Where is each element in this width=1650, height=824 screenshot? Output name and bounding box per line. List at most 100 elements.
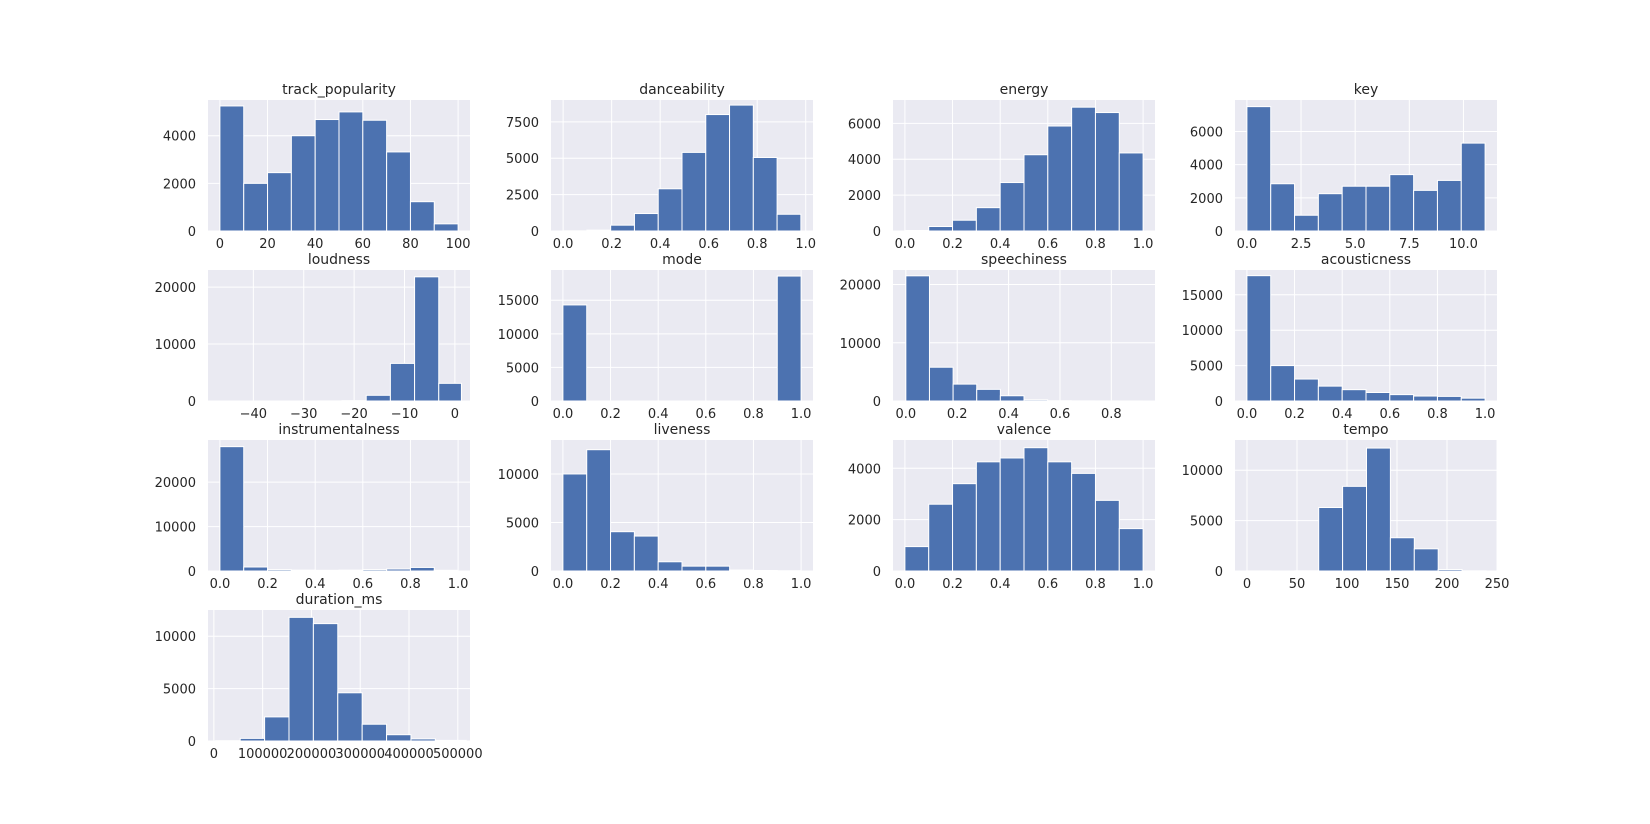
histogram-bar bbox=[657, 188, 683, 232]
histogram-bar bbox=[409, 566, 435, 572]
histogram-bar bbox=[288, 616, 314, 742]
histogram-bar bbox=[1118, 528, 1144, 572]
histogram-bar bbox=[975, 461, 1001, 572]
x-tick-label: 250 bbox=[1485, 577, 1510, 592]
y-tick-label: 0 bbox=[188, 735, 196, 750]
histogram-bar bbox=[1023, 447, 1049, 572]
x-tick-label: 0.4 bbox=[1332, 407, 1353, 422]
histogram-bar bbox=[338, 569, 364, 572]
x-tick-label: 0.0 bbox=[210, 577, 231, 592]
panel-title: danceability bbox=[639, 82, 725, 98]
x-tick-label: 400000 bbox=[384, 747, 434, 762]
y-tick-label: 0 bbox=[188, 225, 196, 240]
histogram-bar bbox=[657, 561, 683, 572]
histogram-bar bbox=[1294, 214, 1319, 232]
x-tick-label: 0.4 bbox=[305, 577, 326, 592]
histogram-panel-duration_ms: 0 100000 200000 300000 400000 500000 0 5000 1000… bbox=[155, 592, 483, 762]
x-tick-label: 150 bbox=[1385, 577, 1410, 592]
x-tick-label: 0.8 bbox=[1085, 577, 1106, 592]
y-tick-label: 6000 bbox=[848, 117, 881, 132]
histogram-bar bbox=[586, 449, 612, 572]
histogram-bar bbox=[1071, 106, 1096, 232]
panel-title: liveness bbox=[654, 422, 711, 438]
panel-background bbox=[551, 270, 813, 401]
y-tick-label: 5000 bbox=[506, 152, 539, 167]
x-tick-label: 1.0 bbox=[795, 237, 816, 252]
histogram-bar bbox=[1341, 389, 1367, 402]
panel-title: duration_ms bbox=[296, 592, 383, 608]
histogram-bar bbox=[562, 304, 588, 402]
y-tick-label: 10000 bbox=[498, 328, 539, 343]
histogram-bar bbox=[976, 388, 1001, 402]
x-tick-label: 0.4 bbox=[990, 577, 1011, 592]
x-tick-label: 0 bbox=[451, 407, 459, 422]
y-tick-label: 0 bbox=[531, 565, 539, 580]
histogram-bar bbox=[1318, 507, 1344, 572]
x-tick-label: −10 bbox=[391, 407, 418, 422]
histogram-bar bbox=[239, 737, 266, 742]
histogram-bar bbox=[1436, 179, 1462, 232]
x-tick-label: 0.6 bbox=[1037, 577, 1058, 592]
histogram-bar bbox=[776, 213, 802, 232]
histogram-panel-instrumentalness: 0.0 0.2 0.4 0.6 0.8 1.0 0 10000 20000 instrumenta… bbox=[155, 422, 470, 592]
panel-title: speechiness bbox=[981, 252, 1067, 268]
histogram-bar bbox=[267, 569, 292, 572]
histogram-panel-track_popularity: 0 20 40 60 80 100 0 2000 4000 track_popularity bbox=[163, 82, 471, 252]
x-tick-label: 40 bbox=[307, 237, 324, 252]
histogram-bar bbox=[1294, 378, 1319, 402]
panel-title: key bbox=[1354, 82, 1379, 98]
y-tick-label: 10000 bbox=[155, 338, 196, 353]
histogram-bar bbox=[586, 229, 612, 232]
histogram-bar bbox=[1270, 183, 1296, 232]
histogram-bar bbox=[952, 383, 978, 402]
histogram-bar bbox=[290, 135, 316, 232]
x-tick-label: 0.2 bbox=[600, 577, 621, 592]
histogram-bar bbox=[633, 535, 659, 572]
histogram-bar bbox=[1341, 185, 1367, 232]
histogram-bar bbox=[1389, 537, 1415, 572]
histogram-bar bbox=[1118, 152, 1144, 232]
histogram-bar bbox=[386, 568, 411, 572]
x-tick-label: 80 bbox=[402, 237, 419, 252]
y-tick-label: 10000 bbox=[155, 630, 196, 645]
x-tick-label: 1.0 bbox=[1133, 577, 1154, 592]
histogram-bar bbox=[1365, 185, 1391, 232]
histogram-bar bbox=[314, 569, 340, 572]
y-tick-label: 2000 bbox=[848, 514, 881, 529]
x-tick-label: 0.2 bbox=[947, 407, 968, 422]
histogram-bar bbox=[1094, 499, 1120, 572]
histogram-bar bbox=[776, 275, 802, 402]
x-tick-label: −40 bbox=[240, 407, 267, 422]
histogram-bar bbox=[952, 483, 977, 572]
histogram-bar bbox=[314, 119, 340, 232]
histogram-bar bbox=[705, 565, 731, 572]
y-tick-label: 0 bbox=[1215, 225, 1223, 240]
histogram-bar bbox=[290, 569, 316, 572]
x-tick-label: 200000 bbox=[287, 747, 337, 762]
histogram-bar bbox=[928, 226, 954, 232]
histogram-bar bbox=[905, 275, 930, 402]
histogram-bar bbox=[389, 362, 416, 402]
y-tick-label: 0 bbox=[531, 225, 539, 240]
histogram-bar bbox=[1270, 365, 1296, 402]
x-tick-label: 20 bbox=[259, 237, 276, 252]
histogram-panel-acousticness: 0.0 0.2 0.4 0.6 0.8 1.0 0 5000 10000 15000 acousti… bbox=[1182, 252, 1497, 422]
panel-title: instrumentalness bbox=[278, 422, 399, 438]
x-tick-label: 1.0 bbox=[448, 577, 469, 592]
y-tick-label: 6000 bbox=[1190, 126, 1223, 141]
panel-title: mode bbox=[662, 252, 702, 268]
panel-title: tempo bbox=[1343, 422, 1388, 438]
panel-title: acousticness bbox=[1321, 252, 1411, 268]
histogram-bar bbox=[1460, 142, 1486, 232]
x-tick-label: 0.0 bbox=[553, 237, 574, 252]
x-tick-label: 0.4 bbox=[990, 237, 1011, 252]
y-tick-label: 20000 bbox=[155, 281, 196, 296]
x-tick-label: 0.2 bbox=[942, 237, 963, 252]
x-tick-label: 0.4 bbox=[648, 577, 669, 592]
x-tick-label: 0 bbox=[1243, 577, 1251, 592]
histogram-bar bbox=[362, 569, 388, 572]
x-tick-label: 0.6 bbox=[695, 407, 716, 422]
histogram-panel-danceability: 0.0 0.2 0.4 0.6 0.8 1.0 0 2500 5000 7500 danceabil… bbox=[506, 82, 816, 252]
histogram-bar bbox=[1342, 485, 1367, 572]
histogram-bar bbox=[414, 276, 440, 402]
